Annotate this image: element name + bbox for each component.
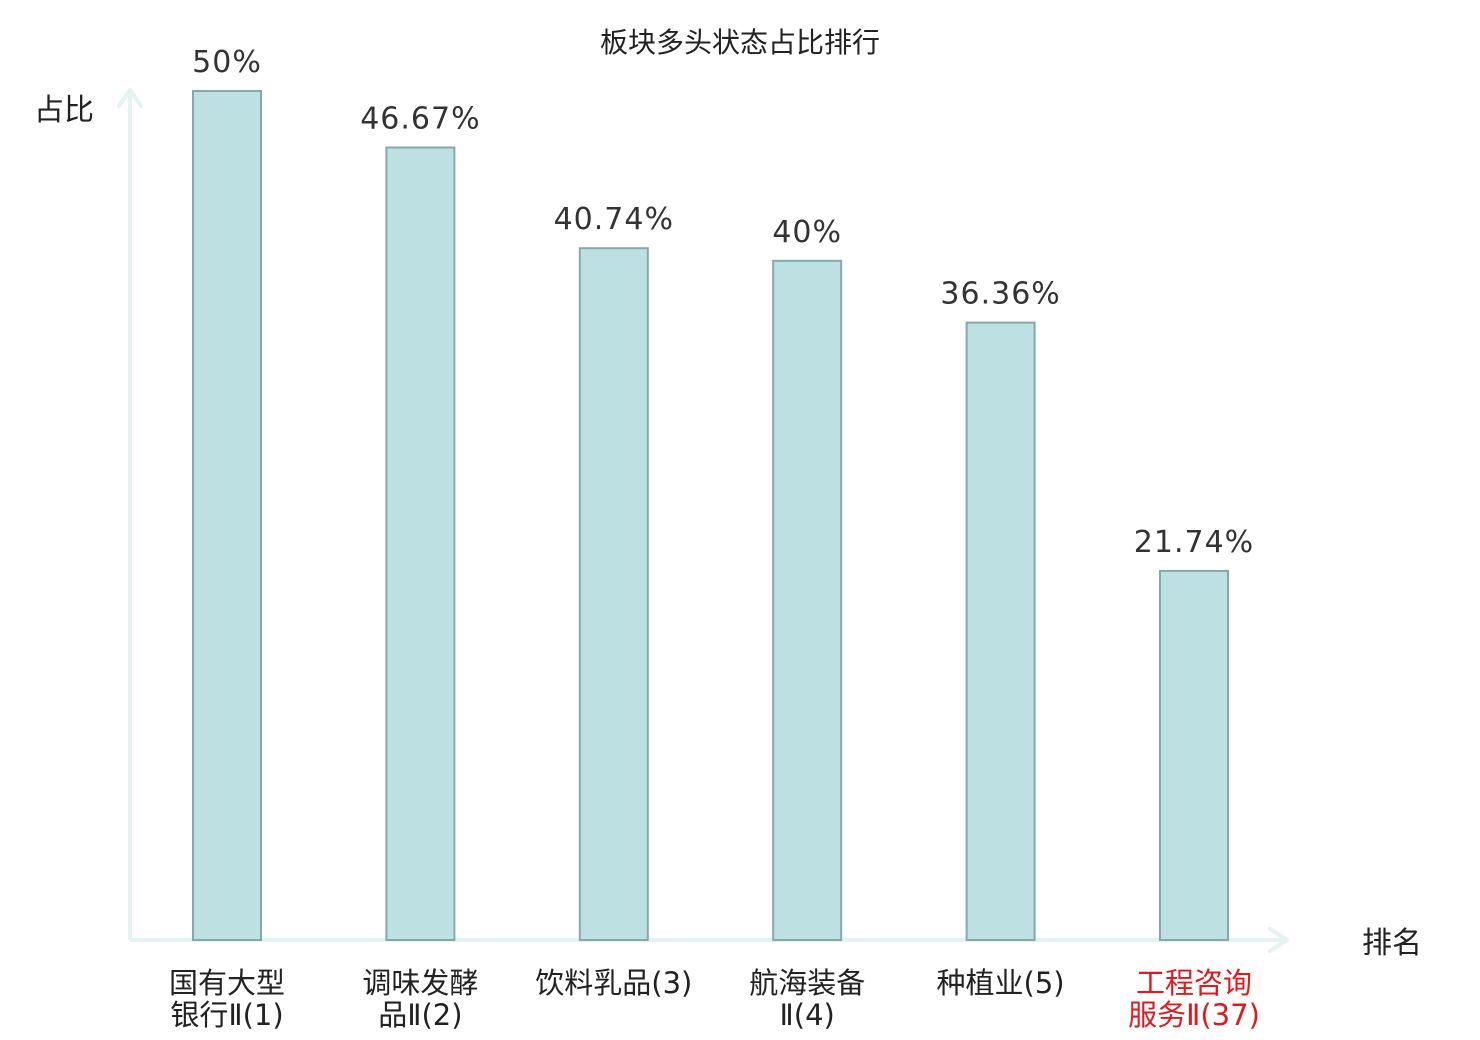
bars bbox=[192, 90, 1229, 942]
value-label: 40% bbox=[772, 215, 842, 250]
category-label: 品Ⅱ(2) bbox=[378, 998, 462, 1032]
category-label: 国有大型 bbox=[169, 966, 285, 1000]
bar bbox=[385, 146, 456, 941]
category-label: 银行Ⅱ(1) bbox=[170, 998, 283, 1032]
value-label: 46.67% bbox=[360, 102, 480, 137]
value-label: 36.36% bbox=[940, 277, 1060, 312]
bar bbox=[965, 321, 1036, 942]
bar bbox=[1159, 569, 1229, 942]
bar bbox=[192, 90, 262, 941]
bar bbox=[578, 247, 649, 941]
y-axis-arrow bbox=[117, 88, 143, 108]
value-label: 40.74% bbox=[554, 202, 674, 237]
x-axis-label: 排名 bbox=[1362, 926, 1422, 961]
value-label: 21.74% bbox=[1134, 525, 1254, 560]
category-label: Ⅱ(4) bbox=[780, 998, 835, 1032]
y-axis-label: 占比 bbox=[34, 93, 94, 128]
axes bbox=[117, 88, 1289, 953]
category-label: 工程咨询 bbox=[1136, 966, 1252, 1000]
category-label: 饮料乳品(3) bbox=[535, 966, 692, 1000]
bar bbox=[772, 259, 843, 941]
category-label: 航海装备 bbox=[749, 966, 865, 1000]
chart-title: 板块多头状态占比排行 bbox=[600, 26, 880, 59]
category-label: 服务Ⅱ(37) bbox=[1128, 998, 1260, 1032]
value-label: 50% bbox=[192, 45, 262, 80]
category-label: 种植业(5) bbox=[937, 966, 1065, 1000]
value-labels: 50% 46.67% 40.74% 40% 36.36% 21.74% bbox=[192, 45, 1254, 560]
category-label: 调味发酵 bbox=[362, 966, 478, 1000]
x-axis-arrow bbox=[1268, 927, 1289, 953]
